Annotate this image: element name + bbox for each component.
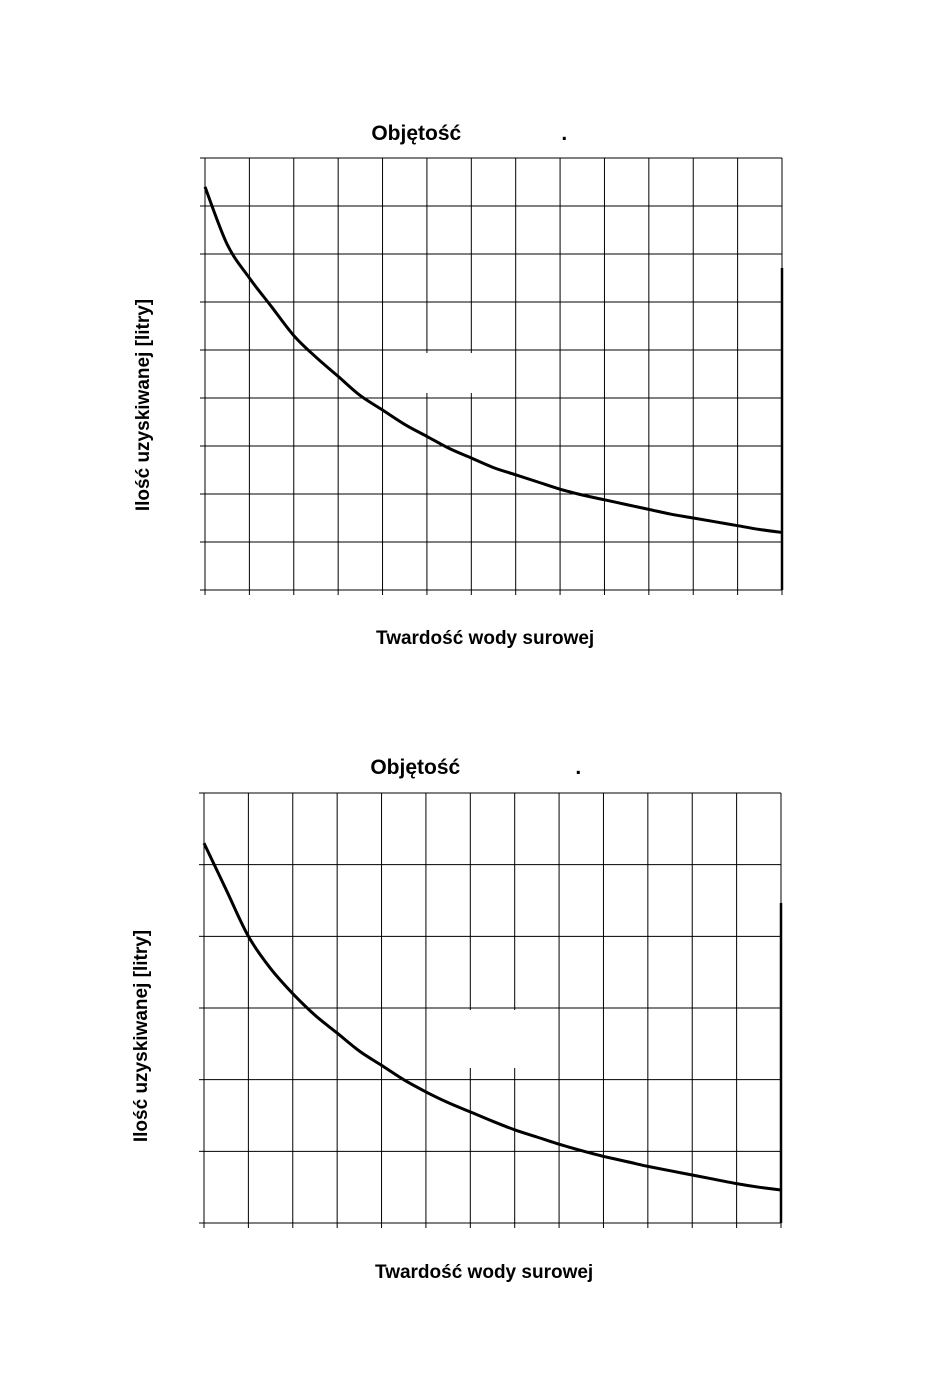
plot-area: [200, 157, 784, 595]
series-line: [202, 842, 782, 1192]
chart-title: Objętość: [347, 732, 460, 804]
chart-title-suffix-text: .: [561, 122, 568, 145]
chart-title-suffix: .: [552, 732, 581, 804]
series-line: [203, 186, 783, 534]
chart-title-suffix-text: .: [575, 756, 582, 779]
plot-area: [199, 792, 783, 1228]
y-axis-label: Ilość uzyskiwanej [litry]: [131, 929, 152, 1143]
blank-label-area: [427, 1010, 547, 1068]
chart-bottom: Objętość . Twardość wody surowej Ilość u…: [0, 700, 950, 1320]
x-axis-label: Twardość wody surowej: [376, 628, 595, 649]
chart-title-suffix: .: [538, 98, 567, 170]
chart-title-text: Objętość: [370, 756, 461, 779]
blank-label-area: [384, 353, 502, 393]
chart-title-text: Objętość: [371, 122, 462, 145]
x-axis-label: Twardość wody surowej: [375, 1262, 594, 1283]
chart-title: Objętość: [348, 98, 461, 170]
chart-top: Objętość . Twardość wody surowej Ilość u…: [0, 0, 950, 680]
y-axis-label: Ilość uzyskiwanej [litry]: [133, 298, 154, 512]
